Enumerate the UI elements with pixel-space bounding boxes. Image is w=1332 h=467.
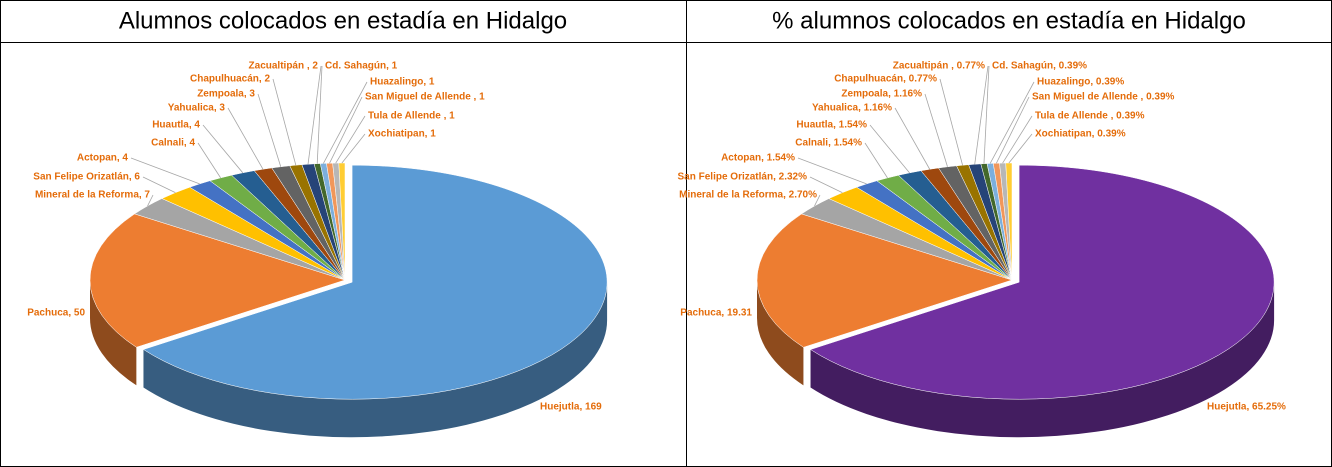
leader-line	[989, 81, 1035, 164]
leader-line	[316, 65, 323, 164]
data-label: Xochiatipan, 1	[368, 129, 436, 140]
slice-side	[757, 280, 804, 386]
leader-line	[202, 124, 244, 174]
leader-line	[147, 194, 154, 207]
leader-line	[797, 157, 867, 185]
slice	[89, 213, 346, 348]
data-label: Tula de Allende , 0.39%	[1035, 111, 1145, 122]
data-label: Pachuca, 50	[27, 308, 85, 319]
data-label: San Felipe Orizatlán, 6	[33, 172, 140, 183]
slice-side	[90, 280, 137, 386]
data-label: Yahualica, 1.16%	[812, 103, 892, 114]
leader-line	[227, 107, 264, 170]
data-label: Huazalingo, 1	[370, 77, 435, 88]
data-label: Huautla, 4	[152, 120, 200, 131]
leader-line	[939, 78, 963, 166]
data-label: Calnali, 1.54%	[795, 138, 862, 149]
data-label: Actopan, 1.54%	[721, 153, 795, 164]
data-label: Zacualtipán , 0.77%	[893, 61, 985, 72]
leader-line	[1008, 133, 1033, 164]
data-label: Zacualtipán , 2	[249, 61, 319, 72]
chart-title: Alumnos colocados en estadía en Hidalgo	[119, 7, 567, 34]
leader-line	[1002, 115, 1033, 164]
data-label: Mineral de la Reforma, 2.70%	[679, 190, 817, 201]
leader-line	[983, 65, 990, 164]
data-label: Zempoala, 1.16%	[841, 89, 922, 100]
data-label: Huejutla, 169	[540, 402, 602, 413]
leader-line	[974, 65, 989, 165]
leader-line	[341, 133, 366, 164]
leader-line	[814, 194, 821, 207]
leader-line	[809, 176, 843, 194]
data-label: Huazalingo, 0.39%	[1037, 77, 1124, 88]
data-label: Zempoala, 3	[197, 89, 255, 100]
data-label: Actopan, 4	[77, 153, 129, 164]
data-label: Xochiatipan, 0.39%	[1035, 129, 1126, 140]
data-label: Mineral de la Reforma, 7	[35, 190, 150, 201]
leader-line	[864, 142, 888, 179]
leader-line	[142, 176, 176, 194]
leader-line	[197, 142, 221, 179]
leader-line	[130, 157, 200, 185]
data-label: San Miguel de Allende , 0.39%	[1032, 92, 1175, 103]
data-label: Tula de Allende , 1	[368, 111, 455, 122]
chart-title: % alumnos colocados en estadía en Hidalg…	[772, 7, 1246, 34]
leader-line	[323, 81, 368, 164]
leader-line	[307, 65, 322, 165]
data-label: Pachuca, 19.31	[680, 308, 752, 319]
data-label: Cd. Sahagún, 0.39%	[992, 61, 1087, 72]
leader-line	[894, 107, 931, 170]
slice	[142, 164, 608, 400]
leader-line	[329, 96, 363, 164]
slice-side	[810, 282, 1275, 438]
data-label: Chapulhuacán, 0.77%	[834, 74, 937, 85]
leader-line	[272, 78, 297, 166]
data-label: Huautla, 1.54%	[796, 120, 867, 131]
leader-line	[924, 93, 948, 167]
data-label: Cd. Sahagún, 1	[325, 61, 398, 72]
data-label: San Felipe Orizatlán, 2.32%	[678, 172, 808, 183]
data-label: Chapulhuacán, 2	[190, 74, 270, 85]
slice	[1005, 162, 1013, 281]
leader-line	[869, 124, 910, 174]
leader-line	[335, 115, 366, 164]
leader-line	[257, 93, 282, 167]
data-label: Calnali, 4	[151, 138, 195, 149]
data-label: Yahualica, 3	[168, 103, 226, 114]
slice	[809, 164, 1275, 400]
data-label: San Miguel de Allende , 1	[365, 92, 485, 103]
slice	[756, 213, 1013, 348]
slice-side	[143, 282, 608, 438]
leader-line	[996, 96, 1030, 164]
data-label: Huejutla, 65.25%	[1207, 402, 1286, 413]
